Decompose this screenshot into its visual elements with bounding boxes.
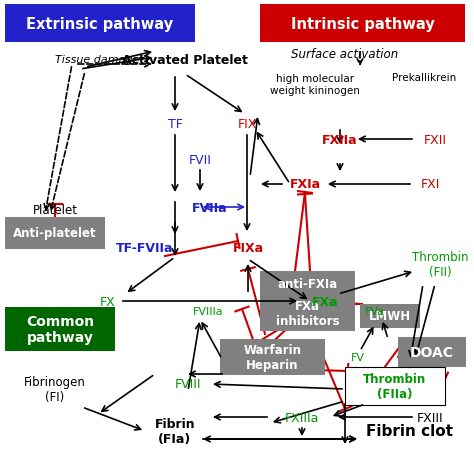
Text: FXa: FXa <box>312 295 338 308</box>
Text: FXIa: FXIa <box>290 178 320 191</box>
Text: FXII: FXII <box>423 133 447 146</box>
Text: Fibrin
(FIa): Fibrin (FIa) <box>155 417 195 445</box>
Text: DOAC: DOAC <box>410 345 454 359</box>
Text: FVa: FVa <box>365 306 385 316</box>
Text: Activated Platelet: Activated Platelet <box>122 53 248 66</box>
FancyBboxPatch shape <box>398 337 466 367</box>
Text: Tissue damage: Tissue damage <box>55 55 139 65</box>
Text: FXI: FXI <box>420 178 440 191</box>
Text: high molecular
weight kininogen: high molecular weight kininogen <box>270 74 360 96</box>
Text: Platelet: Platelet <box>33 203 78 216</box>
Text: FV: FV <box>351 352 365 362</box>
Text: Extrinsic pathway: Extrinsic pathway <box>27 17 173 32</box>
Text: Prekallikrein: Prekallikrein <box>392 73 456 83</box>
Text: FXIIIa: FXIIIa <box>285 410 319 423</box>
FancyBboxPatch shape <box>260 272 355 295</box>
Text: Surface activation: Surface activation <box>292 48 399 61</box>
Text: FXIII: FXIII <box>417 410 443 423</box>
FancyBboxPatch shape <box>345 367 445 405</box>
Text: Fibrinogen
(FI): Fibrinogen (FI) <box>24 375 86 403</box>
Text: FXIIa: FXIIa <box>322 133 358 146</box>
FancyBboxPatch shape <box>260 295 355 331</box>
Text: FIXa: FIXa <box>232 241 264 254</box>
Text: Intrinsic pathway: Intrinsic pathway <box>291 17 434 32</box>
Text: Thrombin
(FII): Thrombin (FII) <box>412 250 468 278</box>
Text: FX: FX <box>100 295 116 308</box>
Text: FVIIa: FVIIa <box>192 201 228 214</box>
FancyBboxPatch shape <box>260 5 465 43</box>
FancyBboxPatch shape <box>360 304 420 328</box>
FancyBboxPatch shape <box>5 5 195 43</box>
Text: Warfarin
Heparin: Warfarin Heparin <box>244 343 301 371</box>
Text: LMWH: LMWH <box>369 310 411 323</box>
Text: Thrombin
(FIIa): Thrombin (FIIa) <box>364 372 427 400</box>
FancyBboxPatch shape <box>5 307 115 351</box>
Text: Common
pathway: Common pathway <box>26 314 94 344</box>
FancyBboxPatch shape <box>220 339 325 375</box>
Text: Fibrin clot: Fibrin clot <box>366 423 454 438</box>
Text: FVIIIa: FVIIIa <box>193 306 223 316</box>
Text: FVIII: FVIII <box>175 377 201 391</box>
Text: anti-FXIa: anti-FXIa <box>277 277 337 290</box>
Text: TF-FVIIa: TF-FVIIa <box>116 241 174 254</box>
Text: TF: TF <box>168 118 182 131</box>
FancyBboxPatch shape <box>5 217 105 249</box>
Text: FVII: FVII <box>189 153 211 166</box>
Text: FXa
inhibitors: FXa inhibitors <box>276 299 339 327</box>
Text: FIX: FIX <box>237 118 257 131</box>
Text: Anti-platelet: Anti-platelet <box>13 227 97 240</box>
